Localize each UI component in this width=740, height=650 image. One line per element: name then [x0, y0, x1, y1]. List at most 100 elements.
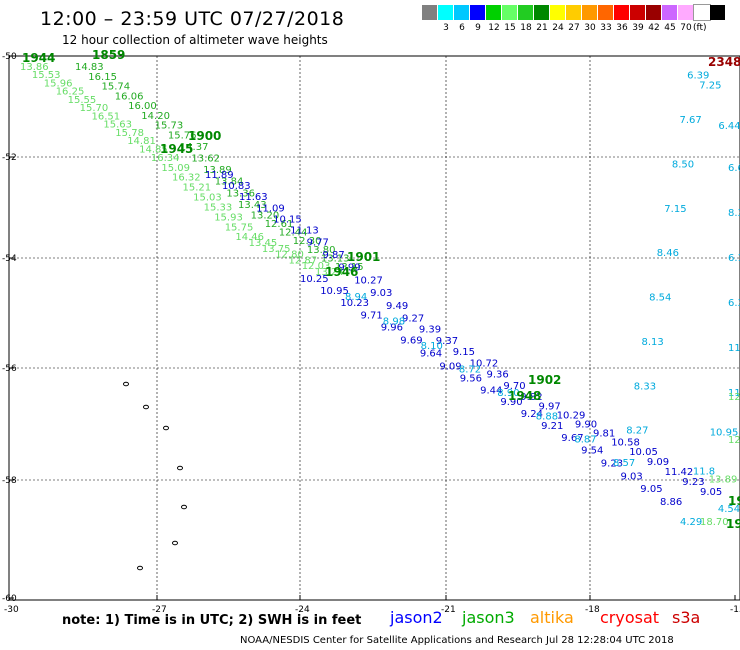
legend-item-cryosat: cryosat — [600, 608, 660, 627]
color-scale-label: 39 — [632, 23, 644, 33]
wave-height-value: 9.67 — [561, 433, 583, 444]
wave-height-value: 8.90 — [497, 388, 519, 399]
wave-height-value: 8.13 — [642, 337, 664, 348]
time-label: 1944 — [22, 51, 55, 65]
wave-height-value: 8.27 — [626, 426, 648, 437]
wave-height-value: 9.23 — [682, 477, 704, 488]
color-swatch — [710, 5, 726, 20]
color-swatch — [662, 5, 678, 20]
color-swatch — [438, 5, 454, 20]
wave-height-value: 11.10 — [728, 388, 740, 399]
wave-height-value: 11.8 — [693, 466, 715, 477]
wave-height-value: 10.58 — [611, 438, 640, 449]
color-scale-label: 45 — [664, 23, 676, 33]
wave-height-value: 8.98 — [383, 317, 405, 328]
lon-label: -27 — [152, 605, 167, 615]
wave-height-value: 10.83 — [222, 181, 251, 192]
color-swatch — [518, 5, 534, 20]
wave-height-value: 9.81 — [593, 429, 615, 440]
wave-height-value: 15.33 — [204, 203, 233, 214]
island-outline — [172, 540, 178, 546]
color-swatch — [550, 5, 566, 20]
color-scale-label: 21 — [536, 23, 548, 33]
note-text: note: 1) Time is in UTC; 2) SWH is in fe… — [62, 613, 362, 628]
wave-height-value: 8.33 — [634, 381, 656, 392]
time-label: 2348 — [708, 55, 740, 69]
wave-height-value: 10.27 — [354, 275, 383, 286]
wave-height-value: 8.50 — [672, 159, 694, 170]
island-outline — [177, 465, 183, 471]
wave-height-value: 8.10 — [421, 341, 443, 352]
island-outline — [143, 404, 149, 410]
wave-height-value: 9.99 — [338, 263, 360, 274]
wave-height-value: 11.09 — [256, 203, 285, 214]
time-label: 19 — [726, 517, 740, 531]
time-label: 1946 — [325, 265, 358, 279]
wave-height-value: 9.15 — [453, 347, 475, 358]
wave-height-value: 9.87 — [323, 250, 345, 261]
color-scale-label: 27 — [568, 23, 580, 33]
footer-credit: NOAA/NESDIS Center for Satellite Applica… — [240, 635, 674, 646]
wave-height-value: 16.15 — [88, 72, 117, 83]
color-scale-label: 3 — [443, 23, 449, 33]
wave-height-value: 10.15 — [273, 214, 302, 225]
lat-label: -56 — [2, 364, 17, 374]
wave-height-value: 15.75 — [225, 222, 254, 233]
wave-height-value: 15.70 — [80, 103, 109, 114]
wave-height-value: 15.03 — [193, 193, 222, 204]
wave-height-value: 16.34 — [151, 153, 180, 164]
legend-item-jason2: jason2 — [390, 608, 443, 627]
wave-height-value: 4.29 — [680, 517, 702, 528]
color-scale-label: 70 — [680, 23, 692, 33]
wave-height-value: 9.27 — [402, 313, 424, 324]
wave-height-value: 15.74 — [102, 82, 131, 93]
wave-height-value: 8.30 — [728, 208, 740, 219]
wave-height-value: 9.36 — [487, 370, 509, 381]
wave-height-value: 12.0 — [728, 392, 740, 403]
lat-label: -52 — [2, 153, 17, 163]
wave-height-value: 13.43 — [238, 200, 267, 211]
wave-height-value: 8.54 — [649, 293, 671, 304]
wave-height-value: 8.88 — [536, 412, 558, 423]
wave-height-value: 13.86 — [20, 62, 49, 73]
color-scale-unit: (ft) — [693, 23, 707, 33]
lon-label: -21 — [441, 605, 456, 615]
color-swatch — [614, 5, 630, 20]
wave-height-value: 15.09 — [161, 163, 190, 174]
wave-height-value: 10.72 — [470, 358, 499, 369]
wave-height-value: 9.90 — [575, 419, 597, 430]
wave-height-value: 15.96 — [44, 79, 73, 90]
wave-height-value: 9.39 — [419, 325, 441, 336]
wave-height-value: 12.29 — [728, 435, 740, 446]
wave-height-value: 16.51 — [92, 112, 121, 123]
wave-height-value: 11.63 — [239, 192, 268, 203]
wave-height-value: 9.05 — [640, 484, 662, 495]
wave-height-value: 9.03 — [621, 471, 643, 482]
wave-height-value: 9.44 — [480, 385, 502, 396]
color-scale: 3 6 9 12 15 18 21 24 27 30 33 36 39 42 45 70 (ft) — [422, 4, 732, 37]
wave-height-value: 6.16 — [728, 253, 740, 264]
color-swatch — [502, 5, 518, 20]
wave-height-value: 11.13 — [290, 226, 319, 237]
wave-height-value: 9.71 — [361, 310, 383, 321]
wave-height-value: 13.13 — [321, 253, 350, 264]
wave-height-value: 11.89 — [205, 170, 234, 181]
wave-height-value: 12.44 — [279, 228, 308, 239]
color-swatch — [646, 5, 662, 20]
wave-height-value: 13.45 — [249, 238, 278, 249]
color-scale-label: 15 — [504, 23, 516, 33]
wave-height-value: 11.42 — [665, 467, 694, 478]
wave-height-value: 9.09 — [647, 457, 669, 468]
lon-label: -24 — [295, 605, 310, 615]
wave-height-value: 13.89 — [203, 165, 232, 176]
wave-height-value: 6.62 — [728, 163, 740, 174]
wave-height-value: 15.53 — [32, 70, 61, 81]
wave-height-value: 12.80 — [275, 250, 304, 261]
legend-item-altika: altika — [530, 608, 574, 627]
wave-height-value: 15.55 — [68, 95, 97, 106]
legend-item-s3a: s3a — [672, 608, 701, 627]
color-swatch — [470, 5, 486, 20]
wave-height-value: 8.57 — [613, 458, 635, 469]
map-frame — [8, 55, 740, 601]
wave-height-value: 10.25 — [300, 274, 329, 285]
